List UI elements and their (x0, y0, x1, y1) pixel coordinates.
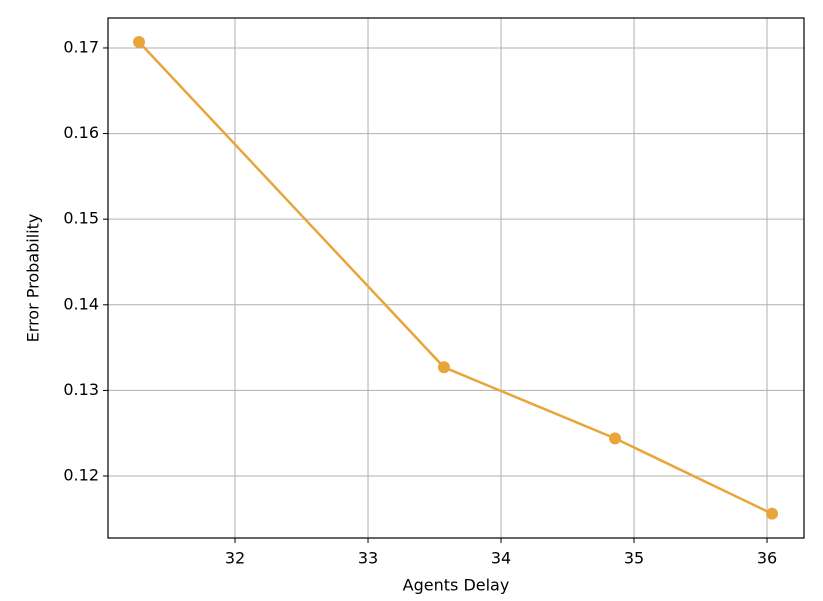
data-point (437, 361, 450, 374)
x-tick-label: 35 (624, 549, 644, 568)
plot-frame (107, 17, 805, 539)
x-tick-label: 32 (225, 549, 245, 568)
y-tick-label: 0.15 (63, 209, 99, 228)
data-line (138, 41, 773, 515)
data-point (132, 35, 145, 48)
y-tick-label: 0.16 (63, 123, 99, 142)
x-axis-label: Agents Delay (403, 576, 510, 595)
y-axis-label: Error Probability (24, 214, 43, 343)
x-tick-label: 33 (358, 549, 378, 568)
data-point (766, 507, 779, 520)
y-tick-label: 0.12 (63, 466, 99, 485)
x-tick-label: 36 (757, 549, 777, 568)
y-tick-label: 0.13 (63, 380, 99, 399)
y-tick-label: 0.17 (63, 37, 99, 56)
x-tick-label: 34 (491, 549, 511, 568)
data-point (609, 432, 622, 445)
y-tick-label: 0.14 (63, 294, 99, 313)
